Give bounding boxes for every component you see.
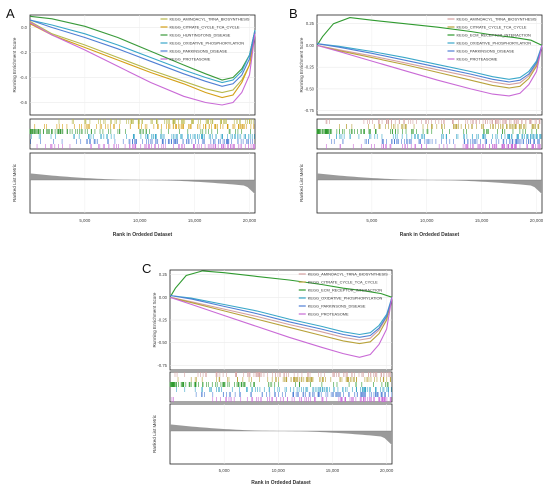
series-line <box>169 296 393 345</box>
y-tick-label: 0.00 <box>306 43 315 48</box>
series-line <box>29 15 256 81</box>
series-line <box>29 20 256 94</box>
x-tick-label: 15,000 <box>326 468 340 473</box>
legend-label: KEGG_CITRATE_CYCLE_TCA_CYCLE <box>457 25 527 30</box>
y-tick-label: -0.4 <box>20 75 28 80</box>
x-tick-label: 10,000 <box>133 218 147 223</box>
x-tick-label: 10,000 <box>420 218 434 223</box>
series-line <box>169 270 393 298</box>
legend-label: KEGG_AMINOACYL_TRNA_BIOSYNTHESIS <box>170 17 250 22</box>
panel-letter: B <box>289 6 298 21</box>
x-tick-label: 5,000 <box>219 468 231 473</box>
y-axis-label-enrichment: Running Enrichment Score <box>299 37 304 92</box>
legend-label: KEGG_PARKINSONS_DISEASE <box>308 304 366 309</box>
series-line <box>169 294 393 338</box>
legend-label: KEGG_OXIDATIVE_PHOSPHORYLATION <box>308 296 383 301</box>
ranked-metric-area <box>30 173 255 195</box>
series-line <box>316 44 543 97</box>
y-axis-label-metric: Ranked List Metric <box>299 163 304 202</box>
x-tick-label: 20,000 <box>530 218 544 223</box>
y-axis-label-metric: Ranked List Metric <box>12 163 17 202</box>
y-tick-label: -0.50 <box>304 86 314 91</box>
y-tick-label: -0.75 <box>157 363 167 368</box>
y-tick-label: 0.00 <box>159 295 168 300</box>
legend-label: KEGG_PROTEASOME <box>457 57 498 62</box>
legend-label: KEGG_PROTEASOME <box>170 57 211 62</box>
legend-label: KEGG_CITRATE_CYCLE_TCA_CYCLE <box>170 25 240 30</box>
legend-label: KEGG_AMINOACYL_TRNA_BIOSYNTHESIS <box>308 272 388 277</box>
x-axis-label: Rank in Ordeded Dataset <box>400 232 460 238</box>
y-axis-label-enrichment: Running Enrichment Score <box>12 37 17 92</box>
panel-a: A 0.0 -0.2 -0.4 -0.6 KEGG_AMINOACYL_TRNA_BIOS… <box>6 6 257 238</box>
legend-label: KEGG_ECM_RECEPTOR_INTERACTION <box>457 33 531 38</box>
x-tick-label: 15,000 <box>188 218 202 223</box>
legend-label: KEGG_AMINOACYL_TRNA_BIOSYNTHESIS <box>457 17 537 22</box>
y-tick-label: 0.0 <box>21 25 27 30</box>
series-line <box>29 22 256 106</box>
panel-b: B 0.25 0.00 -0.25 -0.50 -0.75 KEGG_AMINOACYL_T… <box>289 6 544 238</box>
series-line <box>29 19 256 84</box>
series-line <box>316 43 543 83</box>
series-line <box>29 19 256 87</box>
panel-c: C 0.25 0.00 -0.25 -0.50 -0.75 KEGG_AMINOACYL_T… <box>142 261 394 486</box>
x-axis-label: Rank in Ordeded Dataset <box>251 480 311 486</box>
x-tick-label: 15,000 <box>475 218 489 223</box>
legend-label: KEGG_PROTEASOME <box>308 312 349 317</box>
series-line <box>316 44 543 86</box>
y-tick-label: -0.2 <box>20 50 28 55</box>
y-tick-label: -0.25 <box>304 65 314 70</box>
y-tick-label: -0.50 <box>157 340 167 345</box>
legend-label: KEGG_CITRATE_CYCLE_TCA_CYCLE <box>308 280 378 285</box>
series-line <box>316 17 543 46</box>
y-tick-label: 0.25 <box>306 21 315 26</box>
legend-label: KEGG_PARKINSONS_DISEASE <box>170 49 228 54</box>
series-line <box>169 296 393 358</box>
legend-label: KEGG_ECM_RECEPTOR_INTERACTION <box>308 288 382 293</box>
series-line <box>316 44 543 89</box>
ranked-metric-area <box>317 173 542 195</box>
series-line <box>29 23 256 99</box>
series-line <box>316 43 543 80</box>
legend-label: KEGG_HUNTINGTONS_DISEASE <box>170 33 231 38</box>
y-tick-label: -0.75 <box>304 108 314 113</box>
x-tick-label: 20,000 <box>380 468 394 473</box>
x-tick-label: 5,000 <box>366 218 378 223</box>
x-tick-label: 5,000 <box>79 218 91 223</box>
y-axis-label-enrichment: Running Enrichment Score <box>152 292 157 347</box>
x-tick-label: 10,000 <box>272 468 286 473</box>
x-tick-label: 20,000 <box>243 218 257 223</box>
y-axis-label-metric: Ranked List Metric <box>152 414 157 453</box>
panel-letter: C <box>142 261 151 276</box>
x-axis-label: Rank in Ordeded Dataset <box>113 232 173 238</box>
legend-label: KEGG_PARKINSONS_DISEASE <box>457 49 515 54</box>
enrichment-plot-frame <box>29 14 256 116</box>
y-tick-label: -0.6 <box>20 100 28 105</box>
panel-letter: A <box>6 6 15 21</box>
ranked-metric-area <box>170 424 392 446</box>
legend-label: KEGG_OXIDATIVE_PHOSPHORYLATION <box>170 41 245 46</box>
series-line <box>169 296 393 341</box>
y-tick-label: -0.25 <box>157 318 167 323</box>
legend-label: KEGG_OXIDATIVE_PHOSPHORYLATION <box>457 41 532 46</box>
series-line <box>169 294 393 336</box>
y-tick-label: 0.25 <box>159 272 168 277</box>
